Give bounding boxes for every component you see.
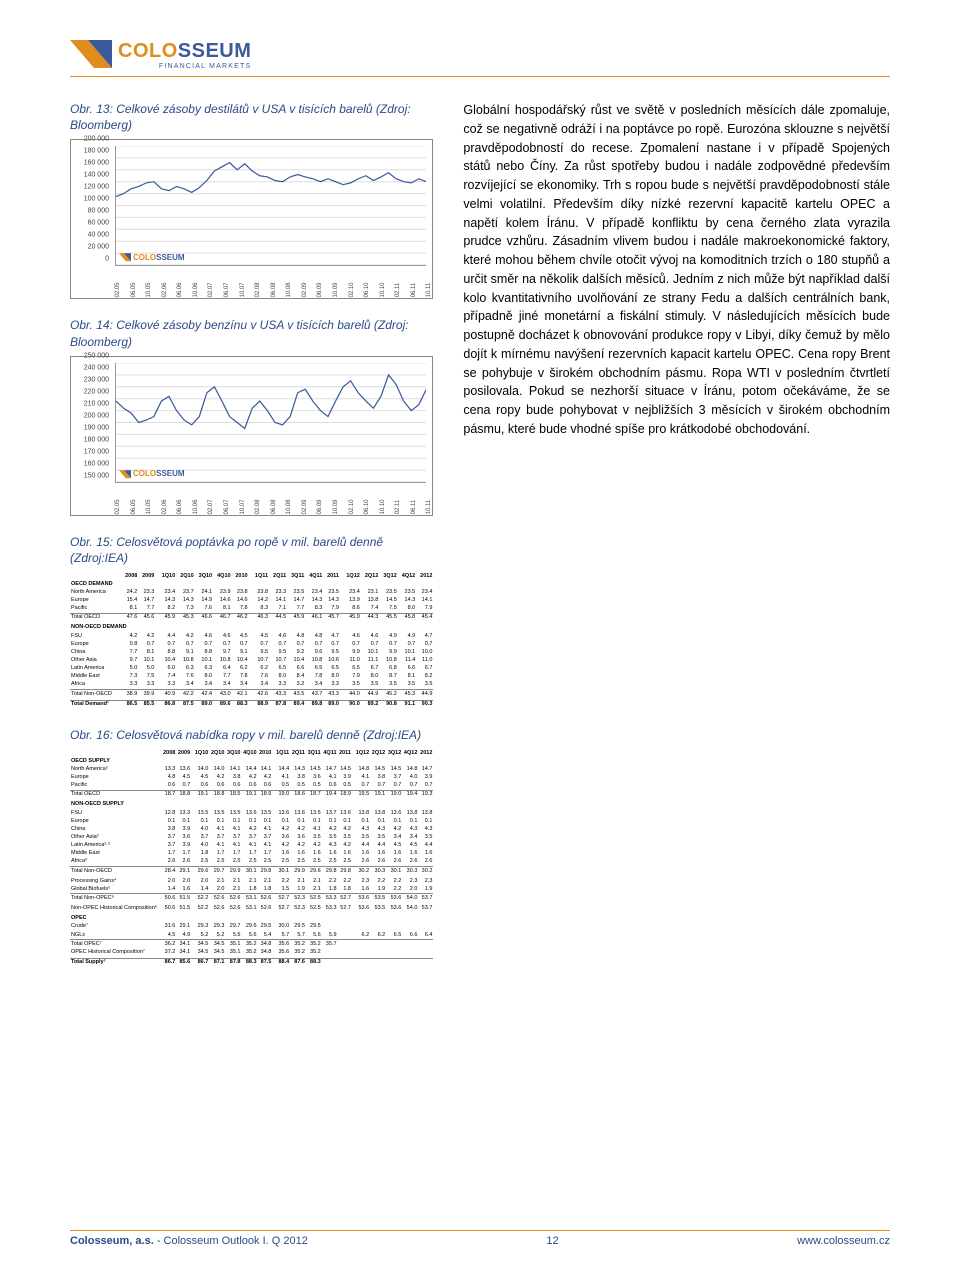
fig14-chart: 150 000160 000170 000180 000190 000200 0… bbox=[70, 356, 433, 516]
fig14-caption: Obr. 14: Celkové zásoby benzínu v USA v … bbox=[70, 317, 433, 349]
page-footer: Colosseum, a.s. - Colosseum Outlook I. Q… bbox=[70, 1230, 890, 1247]
logo-icon bbox=[70, 40, 112, 70]
left-column: Obr. 13: Celkové zásoby destilátů v USA … bbox=[70, 101, 433, 985]
logo-text: COLOSSEUM bbox=[118, 41, 251, 61]
body-text: Globální hospodářský růst ve světě v pos… bbox=[463, 101, 890, 985]
footer-link[interactable]: www.colosseum.cz bbox=[797, 1235, 890, 1247]
chart-watermark: COLOSSEUM bbox=[119, 469, 185, 478]
footer-page: 12 bbox=[546, 1235, 558, 1247]
logo-subtitle: FINANCIAL MARKETS bbox=[159, 63, 252, 70]
footer-left: Colosseum, a.s. - Colosseum Outlook I. Q… bbox=[70, 1235, 308, 1247]
fig16-table: 200820091Q102Q103Q104Q1020101Q112Q113Q11… bbox=[70, 749, 433, 967]
chart-watermark: COLOSSEUM bbox=[119, 253, 185, 262]
logo: COLOSSEUM FINANCIAL MARKETS bbox=[70, 40, 890, 70]
header-rule bbox=[70, 76, 890, 77]
fig15-table: 200820091Q102Q103Q104Q1020101Q112Q113Q11… bbox=[70, 572, 433, 709]
page-header: COLOSSEUM FINANCIAL MARKETS bbox=[70, 40, 890, 77]
fig13-chart: 020 00040 00060 00080 000100 000120 0001… bbox=[70, 139, 433, 299]
fig13-caption: Obr. 13: Celkové zásoby destilátů v USA … bbox=[70, 101, 433, 133]
fig15-caption: Obr. 15: Celosvětová poptávka po ropě v … bbox=[70, 534, 433, 566]
fig16-caption: Obr. 16: Celosvětová nabídka ropy v mil.… bbox=[70, 727, 433, 743]
footer-rule bbox=[70, 1230, 890, 1231]
